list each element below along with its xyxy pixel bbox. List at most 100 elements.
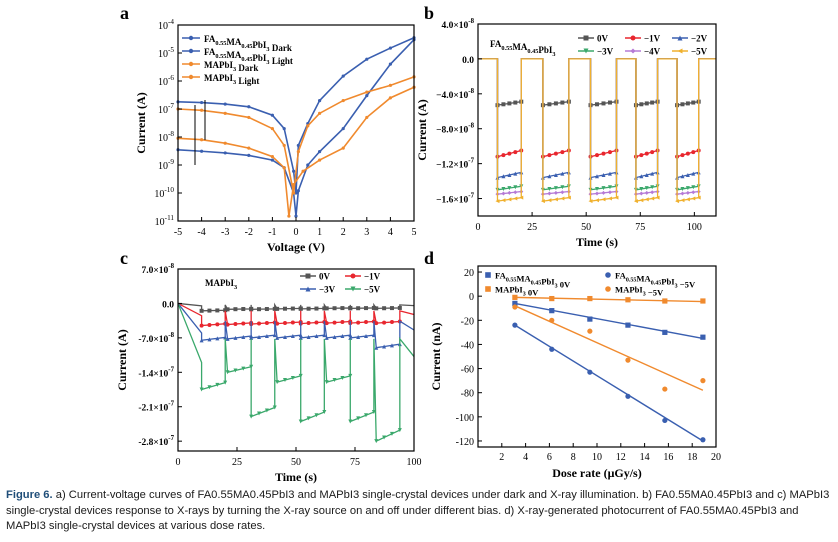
data-point-c xyxy=(324,335,329,340)
data-point-c xyxy=(298,419,303,424)
data-point-c xyxy=(382,344,387,349)
data-point-c xyxy=(199,338,204,343)
data-point-b xyxy=(547,191,552,196)
x-tick-label-a: 1 xyxy=(317,227,322,238)
data-point-b xyxy=(553,190,558,195)
data-point-c xyxy=(340,334,345,339)
data-point-c xyxy=(199,323,204,328)
data-point-a xyxy=(306,124,310,128)
data-point-c xyxy=(257,411,262,416)
legend-marker-c xyxy=(305,286,311,292)
data-point-c xyxy=(389,431,394,436)
data-point-c xyxy=(241,366,246,371)
data-point-c xyxy=(389,343,394,348)
y-tick-label-a: 10-11 xyxy=(155,214,175,228)
data-point-c xyxy=(199,387,204,392)
y-tick-label-a: 10-9 xyxy=(158,158,174,172)
data-point-c xyxy=(306,306,311,311)
y-tick-label-d: -20 xyxy=(461,316,474,327)
data-point-c xyxy=(249,364,254,369)
y-tick-label-b: 0.0 xyxy=(462,56,474,66)
legend-marker-d xyxy=(605,286,611,292)
legend-label-c: −5V xyxy=(364,285,381,295)
legend-label-a: MAPbI3 Light xyxy=(204,73,259,86)
data-point-d xyxy=(625,357,631,363)
x-tick-label-a: 2 xyxy=(341,227,346,238)
data-point-b xyxy=(639,198,644,203)
y-tick-label-d: 20 xyxy=(464,268,474,279)
data-point-c xyxy=(264,307,269,312)
data-point-c xyxy=(397,428,402,433)
y-tick-label-b: −4.0×10-8 xyxy=(436,88,474,101)
data-point-b xyxy=(560,196,565,201)
legend-marker-c xyxy=(350,286,356,292)
data-point-b xyxy=(639,186,644,191)
data-point-a xyxy=(306,163,310,167)
data-point-c xyxy=(374,345,379,350)
legend-label-d: FA0.55MA0.45PbI3 0V xyxy=(495,271,571,290)
data-point-b xyxy=(691,100,696,105)
data-point-b xyxy=(513,100,518,105)
data-point-a xyxy=(223,151,227,155)
data-point-b xyxy=(650,185,655,190)
data-point-b xyxy=(595,174,599,179)
data-point-c xyxy=(306,416,311,421)
data-point-b xyxy=(644,186,649,191)
data-point-c xyxy=(332,306,337,311)
x-tick-label-d: 4 xyxy=(523,452,528,463)
legend-label-b: −1V xyxy=(644,34,661,44)
x-tick-label-a: 4 xyxy=(388,227,393,238)
data-point-c xyxy=(371,410,376,415)
fit-line-d-1 xyxy=(514,324,704,442)
data-point-b xyxy=(685,101,690,106)
data-point-b xyxy=(507,151,512,156)
data-point-a xyxy=(200,100,204,105)
data-point-d xyxy=(700,298,706,304)
chart-title-b: FA0.55MA0.45PbI3 xyxy=(490,39,556,58)
data-point-b xyxy=(519,195,524,200)
data-point-c xyxy=(364,334,369,339)
data-point-b xyxy=(607,190,612,195)
data-point-c xyxy=(340,306,345,311)
legend-label-b: −5V xyxy=(691,47,708,57)
data-point-b xyxy=(655,195,660,200)
data-point-c xyxy=(264,320,269,325)
data-point-d xyxy=(587,316,593,322)
y-tick-label-c: 0.0 xyxy=(162,300,174,310)
data-point-c xyxy=(389,320,394,325)
data-point-c xyxy=(348,333,353,338)
data-point-b xyxy=(601,197,606,202)
data-point-b xyxy=(595,191,599,196)
data-point-b xyxy=(650,190,655,195)
data-point-a xyxy=(301,169,305,173)
data-point-b xyxy=(685,190,690,195)
data-point-b xyxy=(644,101,649,106)
x-tick-label-a: -2 xyxy=(245,227,253,238)
data-point-b xyxy=(601,190,606,195)
data-point-b xyxy=(614,195,619,200)
panel-label-b: b xyxy=(424,3,434,23)
data-point-d xyxy=(625,322,631,328)
data-point-c xyxy=(356,320,361,325)
y-tick-label-d: -40 xyxy=(461,340,474,351)
legend-label-b: −3V xyxy=(597,47,614,57)
data-point-a xyxy=(388,83,392,87)
data-point-d xyxy=(662,417,668,424)
x-tick-label-c: 50 xyxy=(291,457,301,468)
legend-label-b: −4V xyxy=(644,47,661,57)
data-point-c xyxy=(322,306,327,311)
x-tick-label-d: 20 xyxy=(711,452,721,463)
y-tick-label-d: -80 xyxy=(461,389,474,400)
data-point-c xyxy=(382,435,387,440)
x-tick-label-a: -1 xyxy=(268,227,276,238)
legend-marker-a xyxy=(188,48,194,54)
series-line-c-0 xyxy=(177,302,415,312)
data-point-b xyxy=(680,198,685,203)
x-tick-label-c: 25 xyxy=(232,457,242,468)
data-point-c xyxy=(207,308,212,313)
series-line-c-3 xyxy=(177,303,415,443)
data-point-c xyxy=(249,307,254,312)
y-tick-label-d: -120 xyxy=(456,437,474,448)
data-point-a xyxy=(200,108,204,112)
y-tick-label-c: -7.0×10-8 xyxy=(138,332,174,345)
